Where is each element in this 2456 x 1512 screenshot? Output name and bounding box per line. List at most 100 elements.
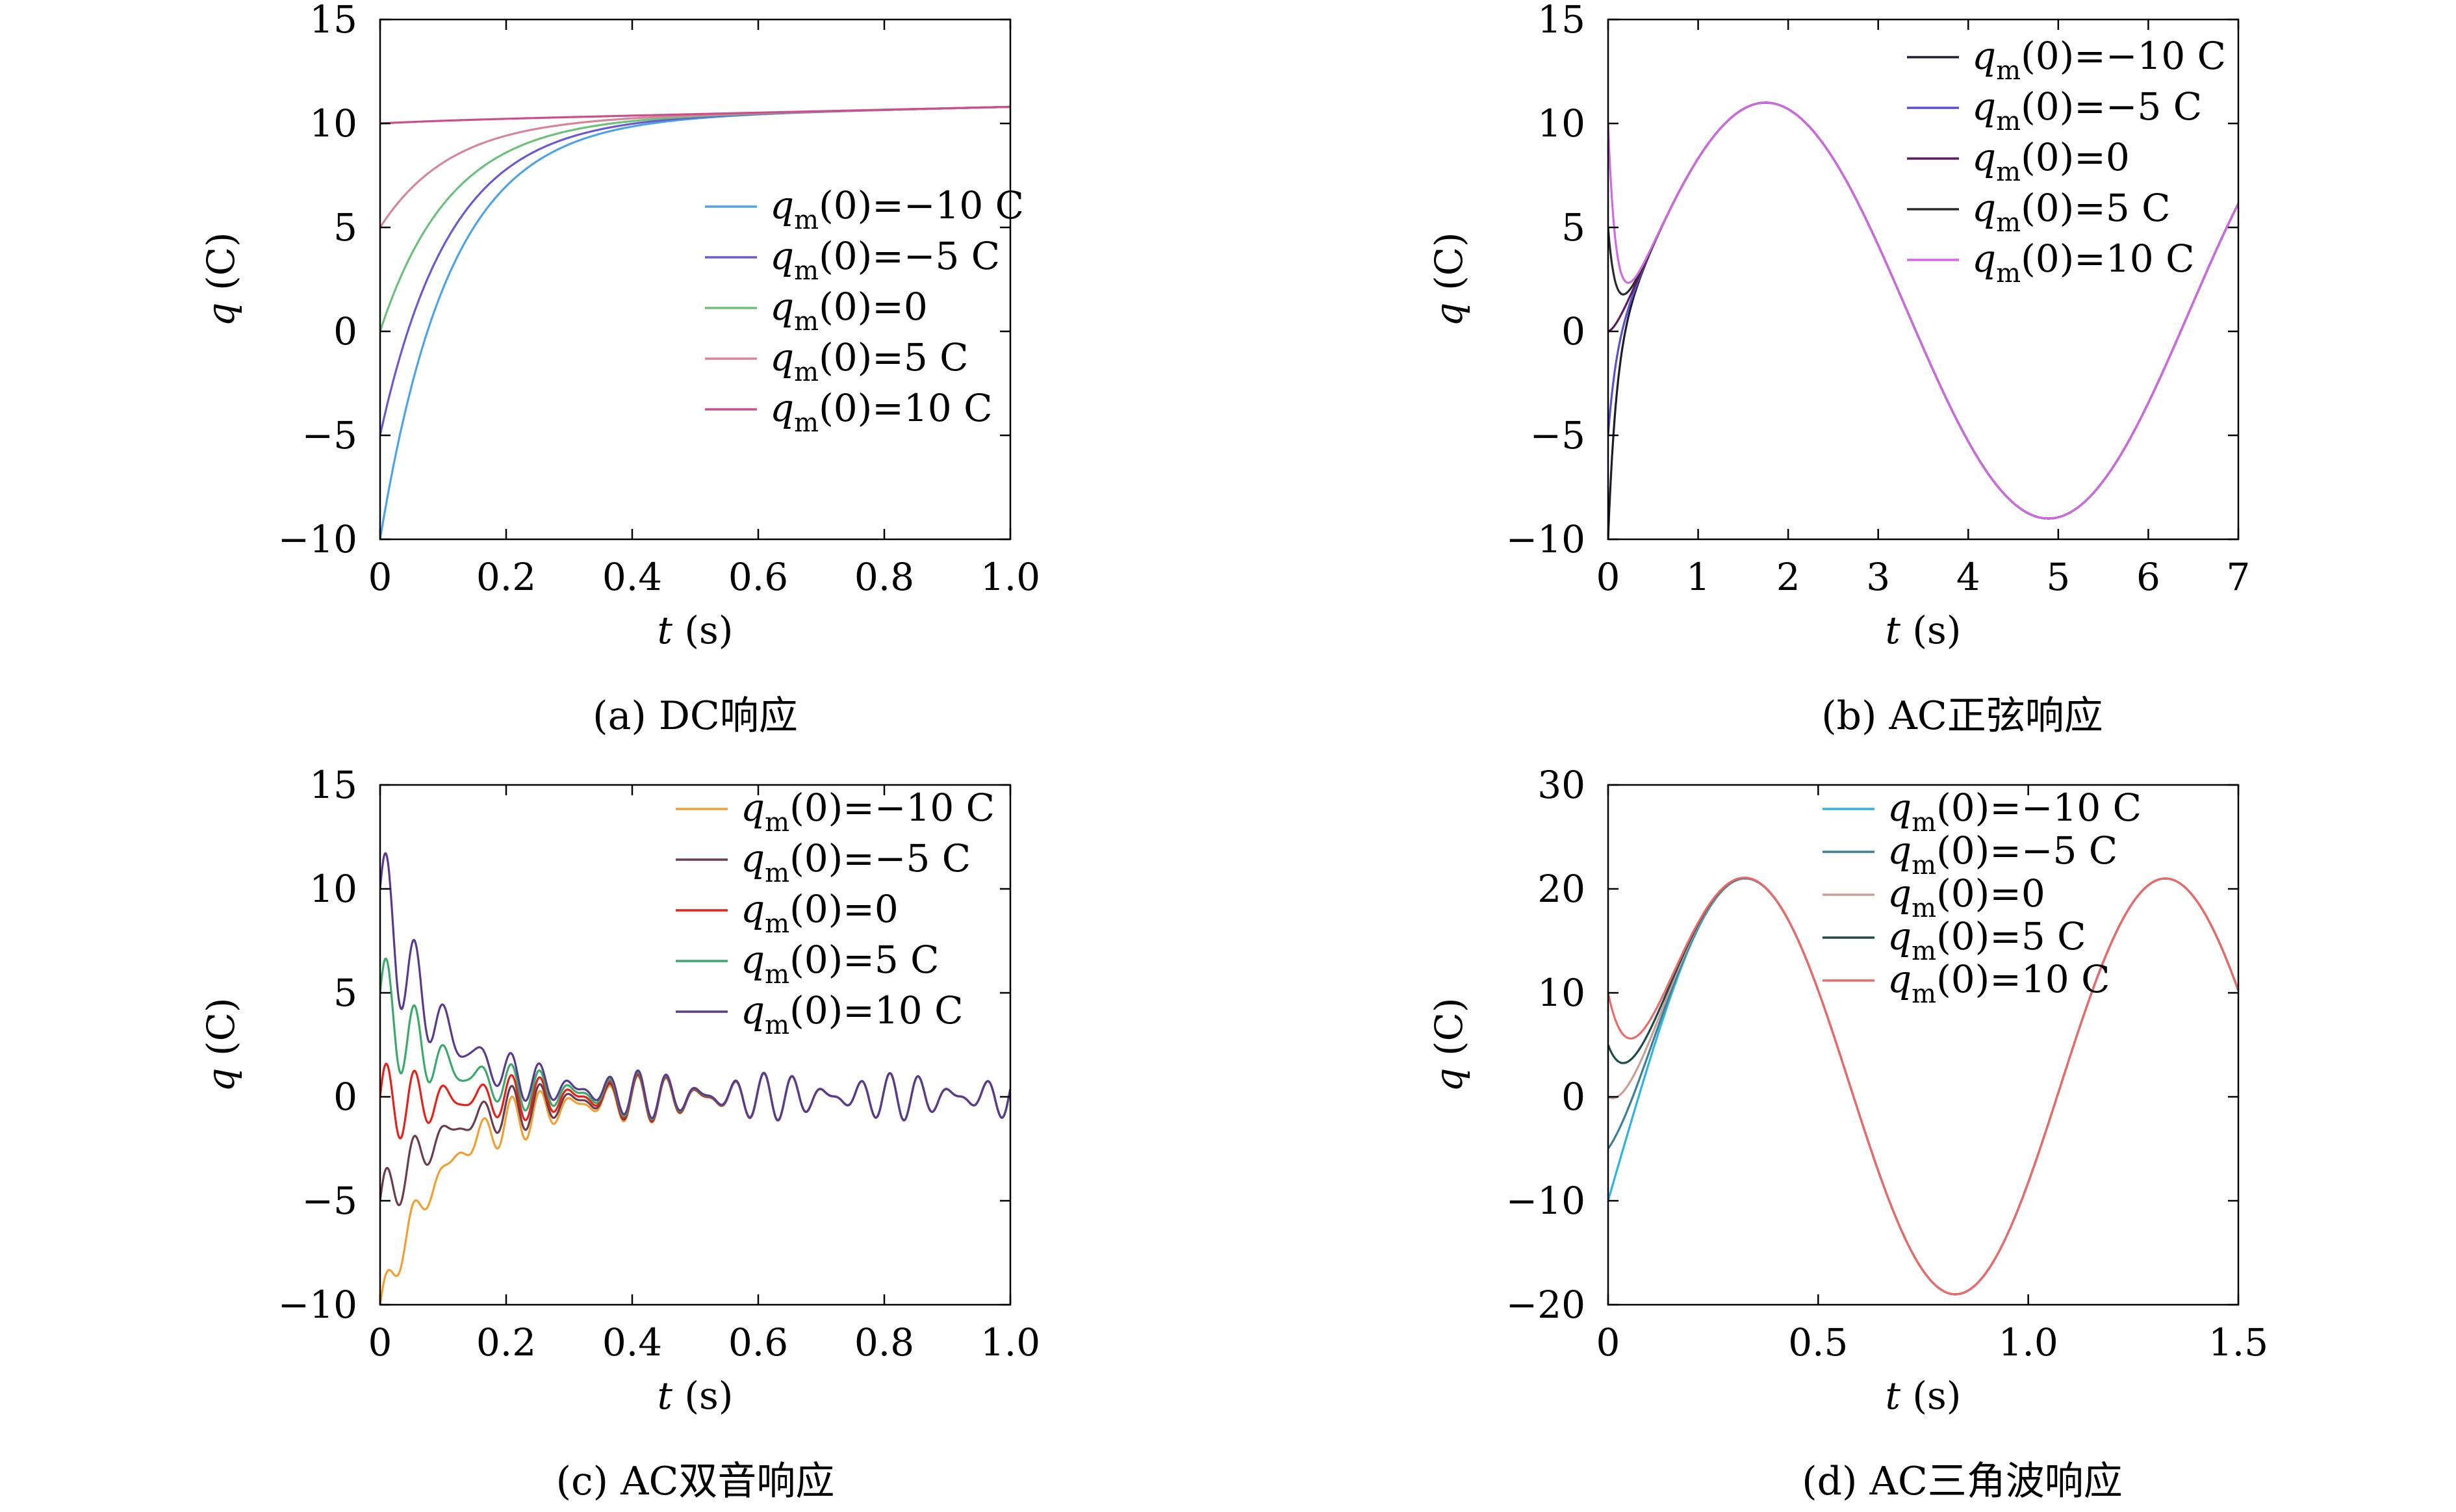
legend-entry: qm(0)=10 C	[770, 386, 992, 438]
y-tick-label: 15	[1537, 0, 1585, 42]
y-tick-label: −10	[278, 517, 357, 561]
x-axis-variable: t	[658, 1374, 673, 1418]
legend-entry: qm(0)=0	[770, 285, 928, 337]
legend-entry: qm(0)=10 C	[741, 988, 963, 1040]
y-axis-variable: q	[1427, 1068, 1471, 1092]
panel-caption: (b) AC正弦响应	[1821, 693, 2103, 739]
x-tick-label: 0.8	[854, 1320, 914, 1365]
panel-caption: (c) AC双音响应	[556, 1459, 835, 1504]
x-tick-label: 3	[1866, 555, 1890, 599]
series-line-d-4	[1608, 877, 2238, 1296]
x-axis-variable: t	[1886, 608, 1901, 652]
legend-entry: qm(0)=0	[1887, 871, 2045, 923]
panel-caption: (a) DC响应	[593, 693, 798, 739]
y-axis-label: q (C)	[1427, 232, 1471, 326]
x-tick-label: 1.0	[980, 1320, 1040, 1365]
legend-entry: qm(0)=−5 C	[741, 836, 971, 888]
y-tick-label: −10	[1506, 517, 1585, 561]
x-axis-label: t (s)	[658, 608, 734, 652]
y-axis-variable: q	[1427, 302, 1471, 326]
y-axis-unit: (C)	[199, 997, 243, 1068]
legend-entry: qm(0)=10 C	[1887, 957, 2110, 1009]
series-line-b-2	[1608, 101, 2238, 520]
legend-entry: qm(0)=0	[741, 887, 899, 939]
y-tick-label: 20	[1537, 867, 1585, 911]
y-axis-unit: (C)	[199, 232, 243, 302]
series-line-c-1	[380, 1072, 1010, 1207]
y-tick-label: 0	[1561, 309, 1585, 353]
y-tick-label: 10	[1537, 971, 1585, 1015]
panel-caption: (d) AC三角波响应	[1802, 1459, 2123, 1504]
x-tick-label: 0.8	[854, 555, 914, 599]
series-line-b-0	[1608, 101, 2238, 539]
x-tick-label: 0.4	[602, 1320, 662, 1365]
x-tick-label: 5	[2046, 555, 2070, 599]
chart-panel-a: 0 0.2 0.4 0.6 0.8 1.0 −10 −5 0 5 10 15 t (s) q (C) qm(…	[199, 0, 1040, 739]
legend: qm(0)=−10 Cqm(0)=−5 Cqm(0)=0qm(0)=5 Cqm(…	[1823, 786, 2142, 1009]
legend: qm(0)=−10 Cqm(0)=−5 Cqm(0)=0qm(0)=5 Cqm(…	[1907, 34, 2226, 288]
x-tick-label: 0	[1596, 1320, 1620, 1365]
legend-entry: qm(0)=10 C	[1972, 237, 2194, 288]
series-line-b-3	[1608, 101, 2238, 520]
x-axis-unit: (s)	[672, 1374, 733, 1418]
y-tick-label: 5	[333, 971, 357, 1015]
x-axis-label: t (s)	[1886, 1374, 1962, 1418]
plot-frame	[379, 18, 1012, 541]
legend-entry: qm(0)=0	[1972, 135, 2130, 187]
legend-entry: qm(0)=−10 C	[741, 786, 995, 838]
y-tick-label: 10	[1537, 101, 1585, 146]
series-line-b-1	[1608, 101, 2238, 520]
x-axis-unit: (s)	[672, 608, 733, 652]
y-tick-label: 30	[1537, 763, 1585, 807]
x-axis-label: t (s)	[1886, 608, 1962, 652]
legend-entry: qm(0)=−10 C	[1972, 34, 2226, 86]
legend-entry: qm(0)=−5 C	[1972, 84, 2202, 136]
y-tick-label: −5	[1530, 413, 1586, 457]
y-axis-variable: q	[199, 302, 243, 326]
x-tick-label: 0.6	[728, 1320, 788, 1365]
x-axis-variable: t	[658, 608, 673, 652]
y-axis-unit: (C)	[1427, 232, 1471, 302]
x-tick-label: 0.2	[476, 555, 536, 599]
legend-entry: qm(0)=5 C	[1887, 914, 2086, 966]
legend: qm(0)=−10 Cqm(0)=−5 Cqm(0)=0qm(0)=5 Cqm(…	[705, 183, 1024, 438]
y-tick-label: −20	[1506, 1283, 1585, 1327]
series-line-c-4	[380, 852, 1010, 1121]
y-axis-unit: (C)	[1427, 997, 1471, 1068]
x-tick-label: 1.0	[1999, 1320, 2058, 1365]
legend-entry: qm(0)=5 C	[741, 938, 940, 990]
y-tick-label: −5	[302, 413, 358, 457]
series-line-b-4	[1608, 101, 2238, 520]
y-tick-label: −10	[1506, 1179, 1585, 1223]
x-tick-label: 7	[2227, 555, 2251, 599]
y-tick-label: 15	[309, 0, 357, 42]
plot-frame	[1607, 18, 2240, 541]
legend-entry: qm(0)=−10 C	[1887, 786, 2142, 838]
x-tick-label: 0.4	[602, 555, 662, 599]
x-tick-label: 0	[368, 1320, 392, 1365]
y-tick-label: 15	[309, 763, 357, 807]
x-axis-label: t (s)	[658, 1374, 734, 1418]
x-tick-label: 0.5	[1788, 1320, 1848, 1365]
y-tick-label: −10	[278, 1283, 357, 1327]
x-tick-label: 1.0	[980, 555, 1040, 599]
x-tick-label: 4	[1956, 555, 1980, 599]
chart-panel-d: 0 0.5 1.0 1.5 −20 −10 0 10 20 30 t (s) q (C) qm(0)=−…	[1427, 763, 2268, 1504]
series-line-a-4	[380, 105, 1010, 125]
y-axis-label: q (C)	[1427, 997, 1471, 1092]
y-axis-variable: q	[199, 1068, 243, 1092]
legend-entry: qm(0)=−10 C	[770, 183, 1024, 235]
legend-entry: qm(0)=5 C	[1972, 186, 2171, 238]
y-tick-label: 10	[309, 101, 357, 146]
y-tick-label: 0	[333, 1075, 357, 1119]
chart-panel-b: 0 1 2 3 4 5 6 7 −10 −5 0 5 10 15 t (s) q (C) qm(0)=−10 C…	[1427, 0, 2250, 739]
chart-panel-c: 0 0.2 0.4 0.6 0.8 1.0 −10 −5 0 5 10 15 t (s) q (C) qm(…	[199, 763, 1040, 1504]
y-axis-label: q (C)	[199, 997, 243, 1092]
legend: qm(0)=−10 Cqm(0)=−5 Cqm(0)=0qm(0)=5 Cqm(…	[676, 786, 995, 1040]
x-tick-label: 1	[1686, 555, 1710, 599]
y-tick-label: 10	[309, 867, 357, 911]
y-tick-label: 0	[333, 309, 357, 353]
x-tick-label: 1.5	[2208, 1320, 2268, 1365]
plot-frame	[1607, 784, 2240, 1306]
